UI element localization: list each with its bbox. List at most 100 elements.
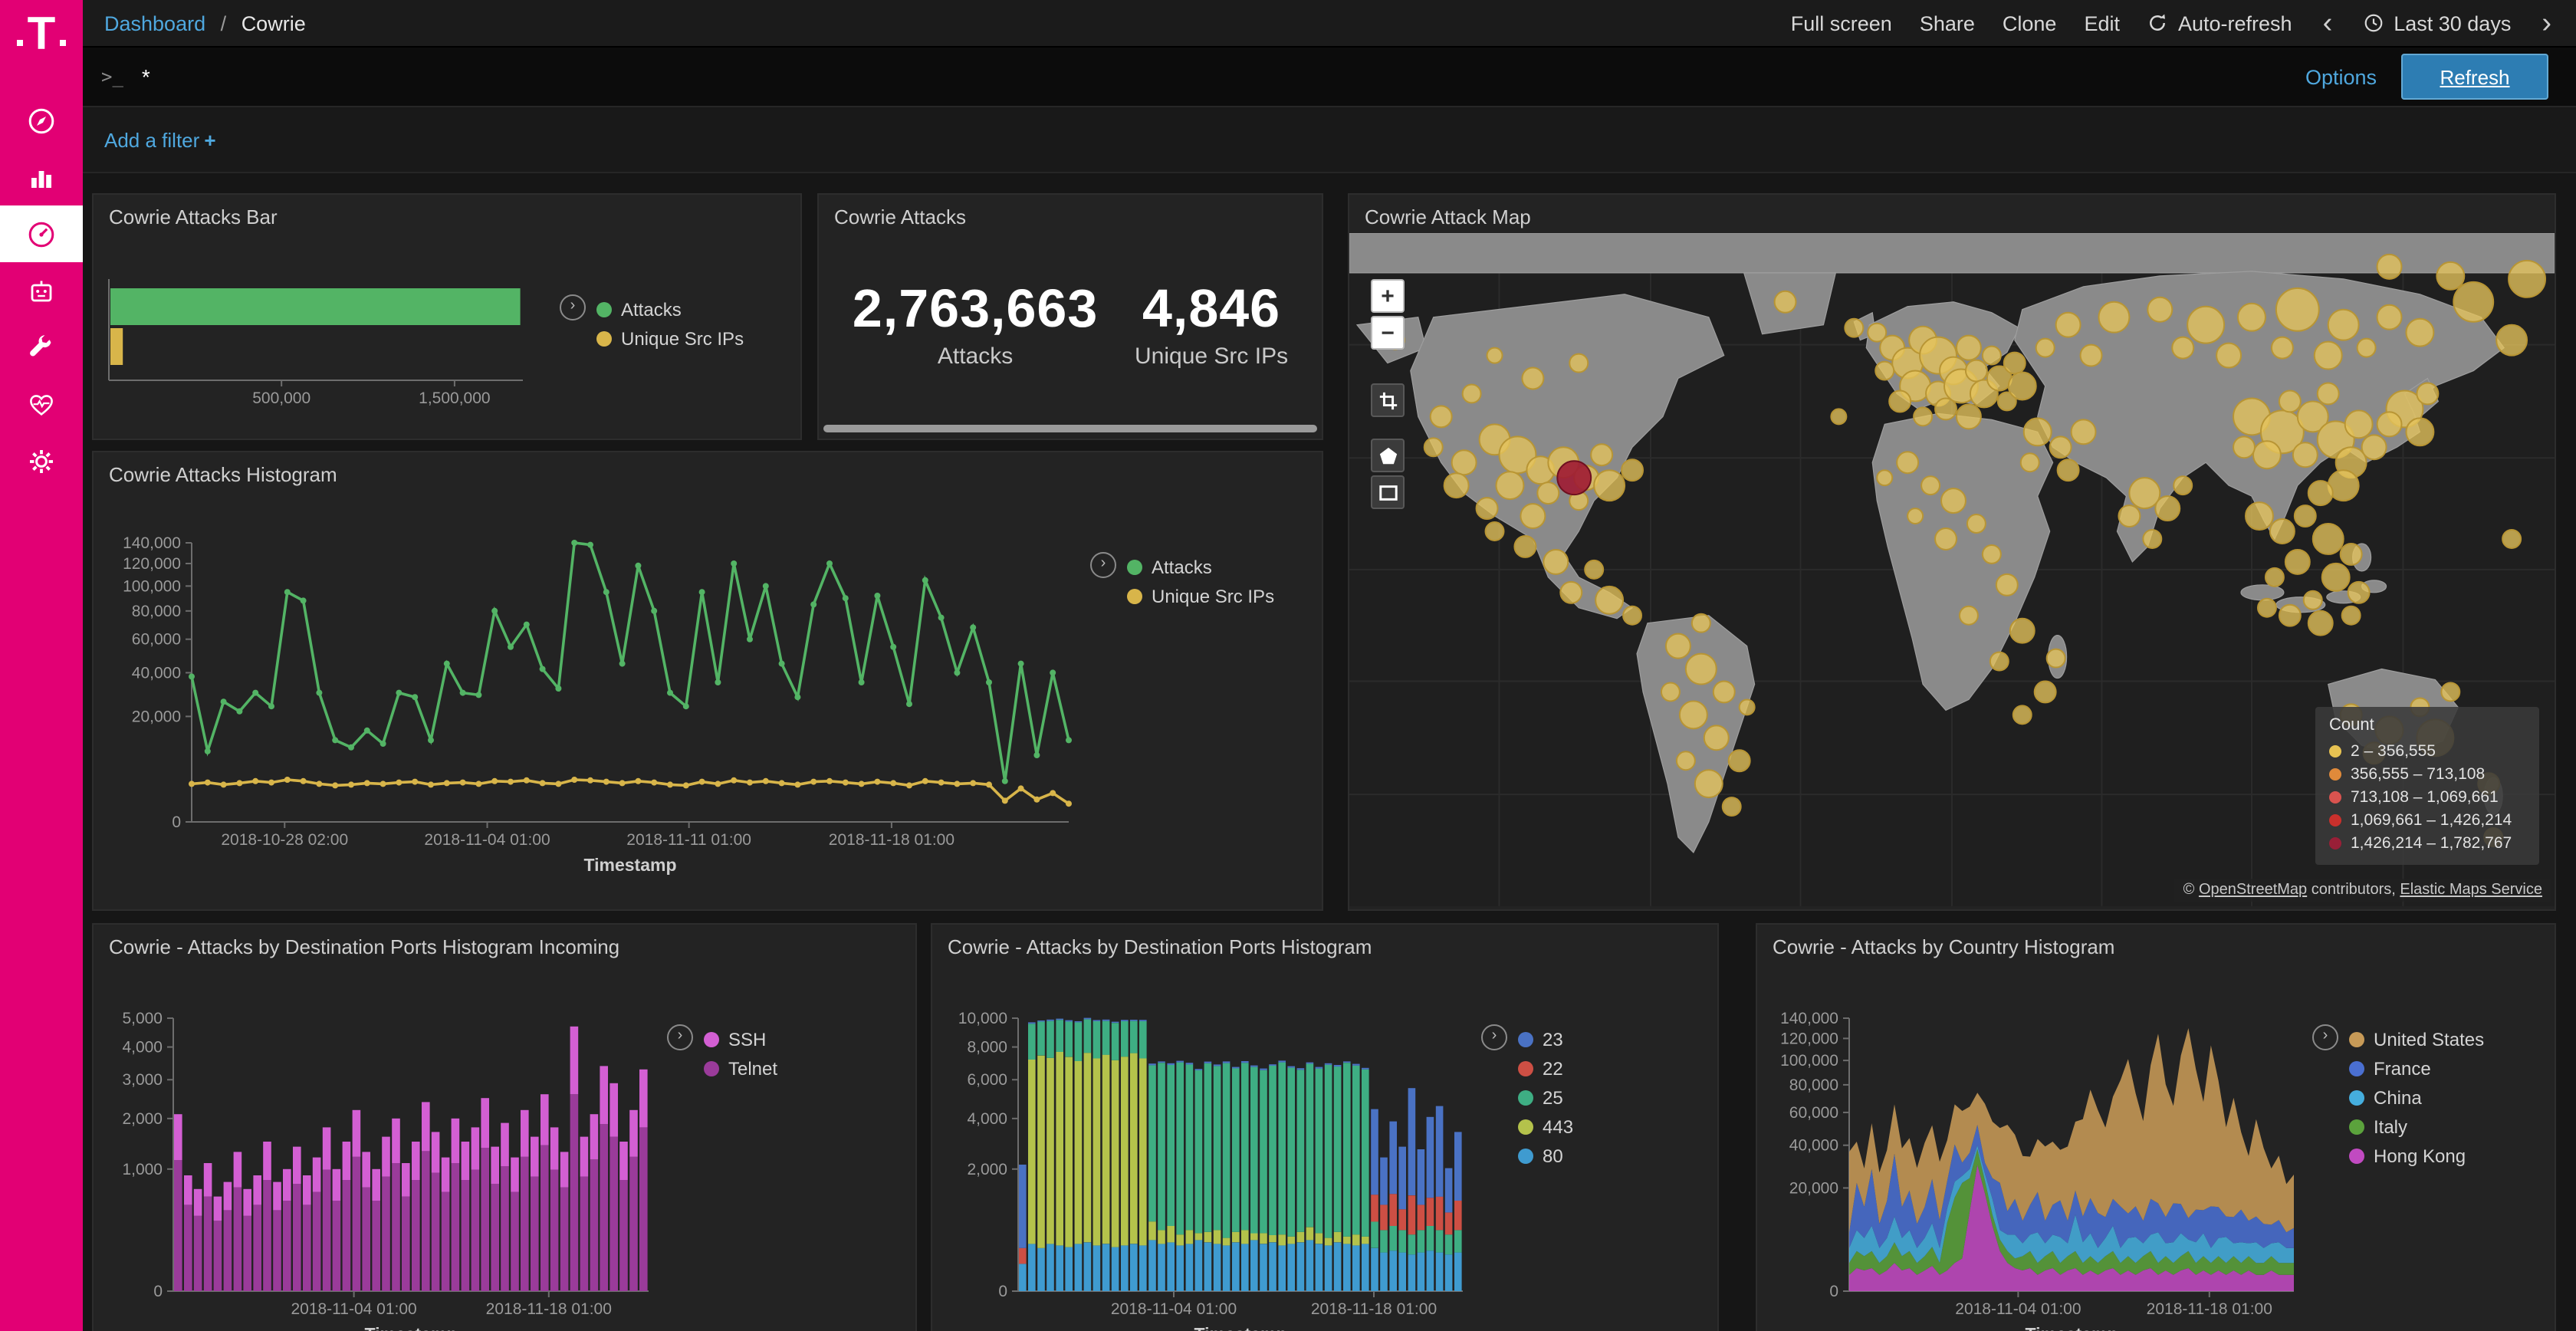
- legend-label: 713,108 – 1,069,661: [2351, 787, 2499, 806]
- sidebar-item-dashboard[interactable]: [0, 205, 83, 262]
- legend-item[interactable]: France: [2349, 1057, 2484, 1079]
- metric-value: 2,763,663: [852, 279, 1099, 339]
- map-rectangle-tool-button[interactable]: [1371, 475, 1405, 509]
- legend-color-dot: [1127, 559, 1142, 574]
- country-chart[interactable]: 0 20,000 40,000 60,000 80,000 100,000 120,000 1…: [1760, 972, 2312, 1331]
- sidebar-item-management[interactable]: [0, 432, 83, 489]
- svg-text:100,000: 100,000: [123, 577, 181, 595]
- legend-label: Attacks: [1152, 556, 1212, 577]
- legend-item[interactable]: Telnet: [704, 1057, 777, 1079]
- ports-incoming-chart[interactable]: 0 1,000 2,000 3,000 4,000 5,000 2018-11-04 01:…: [97, 972, 667, 1331]
- legend-item[interactable]: 2 – 356,555: [2329, 741, 2525, 760]
- legend-color-dot: [596, 330, 612, 346]
- legend-item[interactable]: 356,555 – 713,108: [2329, 764, 2525, 783]
- legend-item[interactable]: Hong Kong: [2349, 1145, 2484, 1166]
- breadcrumb-current: Cowrie: [241, 12, 306, 35]
- attacks-bar-chart[interactable]: 500,000 1,500,000: [100, 236, 560, 439]
- share-button[interactable]: Share: [1919, 12, 1975, 35]
- map-crop-tool-button[interactable]: [1371, 383, 1405, 417]
- map-zoom-out-button[interactable]: −: [1371, 316, 1405, 350]
- legend-item[interactable]: 22: [1518, 1057, 1573, 1079]
- auto-refresh-button[interactable]: Auto-refresh: [2147, 12, 2292, 35]
- svg-text:140,000: 140,000: [123, 534, 181, 552]
- legend-item[interactable]: China: [2349, 1086, 2484, 1108]
- sidebar-item-discover[interactable]: [0, 92, 83, 149]
- ports-chart[interactable]: 0 2,000 4,000 6,000 8,000 10,000 2018-11-04 01…: [935, 972, 1481, 1331]
- attack-bubbles: [1385, 253, 2546, 847]
- map-attribution: © OpenStreetMap contributors, Elastic Ma…: [2174, 879, 2551, 902]
- legend-item[interactable]: 80: [1518, 1145, 1573, 1166]
- legend-toggle-icon[interactable]: ›: [667, 1024, 693, 1050]
- svg-text:2018-11-11 01:00: 2018-11-11 01:00: [626, 831, 751, 849]
- elastic-maps-service-link[interactable]: Elastic Maps Service: [2400, 882, 2542, 899]
- legend-toggle-icon[interactable]: ›: [1481, 1024, 1507, 1050]
- add-filter-link[interactable]: Add a filter +: [104, 128, 216, 151]
- legend-item[interactable]: 713,108 – 1,069,661: [2329, 787, 2525, 806]
- query-bar: >_ * Options Refresh: [83, 48, 2576, 107]
- legend-item[interactable]: Attacks: [1127, 556, 1274, 577]
- svg-text:5,000: 5,000: [122, 1010, 163, 1027]
- sidebar-item-monitoring[interactable]: [0, 376, 83, 432]
- legend-item[interactable]: Unique Src IPs: [596, 327, 744, 349]
- polygon-icon: [1378, 446, 1397, 464]
- edit-button[interactable]: Edit: [2084, 12, 2120, 35]
- legend-label: Hong Kong: [2374, 1145, 2466, 1166]
- svg-text:10,000: 10,000: [958, 1010, 1007, 1027]
- sidebar-item-ml[interactable]: [0, 262, 83, 319]
- legend-toggle-icon[interactable]: ›: [2312, 1024, 2338, 1050]
- sidebar-item-dev-tools[interactable]: [0, 319, 83, 376]
- map-legend: Count 2 – 356,555 356,555 – 713,108 713,10…: [2315, 707, 2539, 865]
- logo-dot: [60, 40, 67, 46]
- svg-text:2018-10-28 02:00: 2018-10-28 02:00: [221, 831, 348, 849]
- refresh-button[interactable]: Refresh: [2401, 54, 2548, 100]
- world-map[interactable]: [1349, 233, 2555, 906]
- sidebar-item-visualize[interactable]: [0, 149, 83, 205]
- panel-country-histogram: Cowrie - Attacks by Country Histogram 0 2…: [1756, 923, 2556, 1331]
- svg-text:4,000: 4,000: [122, 1039, 163, 1057]
- legend-item[interactable]: Unique Src IPs: [1127, 585, 1274, 606]
- svg-text:2018-11-18 01:00: 2018-11-18 01:00: [2147, 1300, 2272, 1318]
- svg-text:40,000: 40,000: [1789, 1137, 1838, 1155]
- bar-chart-icon: [31, 170, 51, 187]
- query-input[interactable]: >_ *: [101, 54, 2305, 100]
- legend-color-dot: [2329, 767, 2341, 780]
- openstreetmap-link[interactable]: OpenStreetMap: [2198, 882, 2308, 899]
- legend-label: Italy: [2374, 1116, 2408, 1137]
- legend-label: 443: [1543, 1116, 1574, 1137]
- attack-map[interactable]: + −: [1349, 233, 2555, 906]
- query-options-link[interactable]: Options: [2305, 65, 2377, 88]
- legend-label: 22: [1543, 1057, 1563, 1079]
- legend-item[interactable]: 23: [1518, 1028, 1573, 1050]
- svg-text:2018-11-04 01:00: 2018-11-04 01:00: [291, 1300, 416, 1318]
- legend-item[interactable]: 1,069,661 – 1,426,214: [2329, 810, 2525, 829]
- legend-item[interactable]: 25: [1518, 1086, 1573, 1108]
- legend-label: United States: [2374, 1028, 2485, 1050]
- legend-item[interactable]: 1,426,214 – 1,782,767: [2329, 833, 2525, 852]
- legend-item[interactable]: Italy: [2349, 1116, 2484, 1137]
- map-zoom-in-button[interactable]: +: [1371, 279, 1405, 313]
- attacks-histogram-chart[interactable]: 0 20,000 40,000 60,000 80,000 100,000 120,000 1…: [97, 494, 1090, 892]
- map-polygon-tool-button[interactable]: [1371, 439, 1405, 472]
- legend-item[interactable]: United States: [2349, 1028, 2484, 1050]
- legend-item[interactable]: 443: [1518, 1116, 1573, 1137]
- legend-label: 23: [1543, 1028, 1563, 1050]
- legend-toggle-icon[interactable]: ›: [560, 294, 586, 320]
- time-forward-chevron[interactable]: ›: [2542, 7, 2551, 39]
- svg-text:20,000: 20,000: [132, 708, 181, 725]
- clone-button[interactable]: Clone: [2002, 12, 2057, 35]
- full-screen-button[interactable]: Full screen: [1790, 12, 1892, 35]
- horizontal-scrollbar[interactable]: [823, 425, 1317, 432]
- breadcrumb-dashboard-link[interactable]: Dashboard: [104, 12, 206, 35]
- legend-toggle-icon[interactable]: ›: [1090, 552, 1116, 578]
- time-back-chevron[interactable]: ‹: [2322, 7, 2333, 39]
- legend-item[interactable]: SSH: [704, 1028, 777, 1050]
- crop-icon: [1378, 391, 1397, 409]
- map-legend-title: Count: [2329, 716, 2374, 735]
- legend-item[interactable]: Attacks: [596, 298, 744, 320]
- time-range-picker[interactable]: Last 30 days: [2363, 12, 2511, 35]
- dashboard-gauge-icon: [28, 221, 54, 247]
- panel-cowrie-attacks-metric: Cowrie Attacks 2,763,663 Attacks 4,846 U…: [817, 193, 1323, 440]
- svg-text:0: 0: [153, 1283, 163, 1300]
- compass-icon: [28, 107, 54, 133]
- panel-title: Cowrie - Attacks by Destination Ports Hi…: [948, 935, 1372, 958]
